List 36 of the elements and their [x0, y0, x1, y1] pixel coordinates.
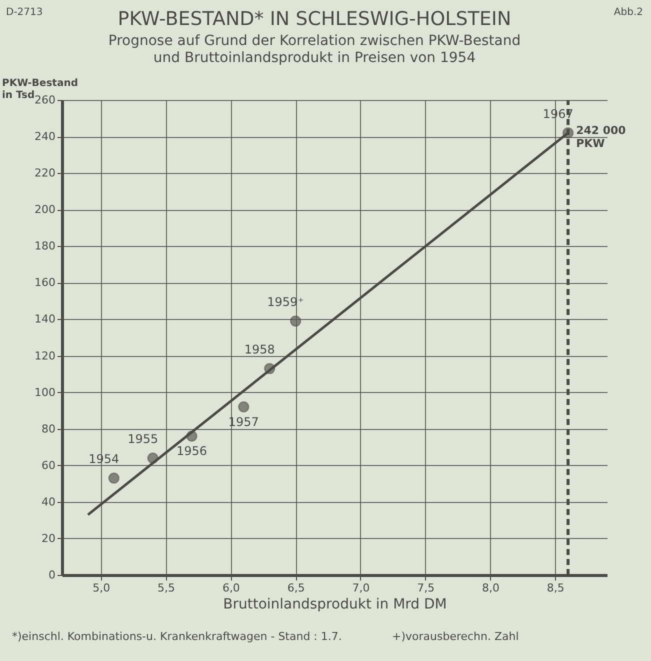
y-tick-label: 0 [48, 568, 56, 582]
y-tick-label: 20 [42, 532, 56, 545]
x-axis-title: Bruttoinlandsprodukt in Mrd DM [223, 596, 447, 612]
point [238, 401, 250, 412]
y-tick-label: 80 [42, 422, 56, 436]
caption: Abb.2 [614, 7, 643, 18]
text: +)vorausberechn. Zahl [392, 630, 519, 643]
annotation: 1955 [128, 432, 158, 446]
x-tick-label: 6,5 [287, 582, 305, 594]
x-tick-label: 7,5 [417, 582, 435, 594]
y-tick-label: 220 [34, 166, 56, 180]
y-tick-label: 180 [34, 240, 56, 253]
point [108, 472, 120, 484]
x-tick-label: 6,0 [222, 582, 240, 594]
y-tick-label: 120 [34, 349, 56, 362]
x-tick-label: 8,0 [482, 582, 500, 594]
annotation: 242 000 PKW [576, 124, 626, 150]
annotation: 1958 [244, 342, 275, 357]
x-tick-label: 5,5 [158, 582, 176, 594]
x-tick-label: 5,0 [92, 582, 110, 594]
text: *)einschl. Kombinations-u. Krankenkraftwagen - Stand : 1.7. [12, 630, 342, 643]
chart-subtitle: Prognose auf Grund der Korrelation zwischen PKW-Bestand und Bruttoinlandsprodukt in Preisen von 1954 [108, 33, 521, 66]
point [290, 316, 302, 327]
annotation: 1956 [176, 444, 208, 458]
text: D-2713 [6, 7, 43, 18]
y-tick-label: 40 [42, 495, 56, 508]
chart-title: PKW-BESTAND* IN SCHLESWIG-HOLSTEIN [118, 8, 512, 30]
y-tick-label: 160 [34, 276, 56, 290]
x-tick-label: 8,5 [546, 582, 564, 594]
y-tick-label: 240 [34, 130, 56, 144]
y-tick-label: 260 [34, 94, 56, 106]
y-tick-label: 100 [34, 386, 56, 399]
y-tick-label: 200 [34, 203, 56, 216]
y-tick-label: 60 [42, 458, 56, 472]
x-tick-label: 7,0 [352, 582, 370, 594]
y-tick-label: 140 [34, 312, 56, 326]
